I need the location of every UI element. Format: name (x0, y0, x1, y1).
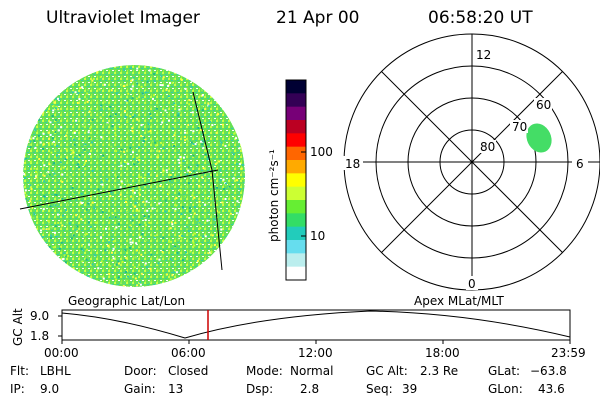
colorbar-cell (286, 173, 306, 188)
colorbar-cell (286, 93, 306, 108)
colorbar-cell (286, 160, 306, 174)
colorbar-frame (285, 79, 307, 281)
altitude-curve (61, 310, 571, 339)
x-tick-2359: 23:59 (551, 346, 586, 360)
aurora-image-disk (23, 65, 245, 287)
mlt-label-18: 18 (345, 157, 360, 171)
colorbar-tick-label: 100 (310, 145, 333, 159)
timeline-axis-label: GC Alt (11, 308, 25, 346)
colorbar-gradient (286, 80, 306, 281)
flt-label: Flt: (10, 364, 29, 378)
x-tick-1200: 12:00 (298, 346, 333, 360)
ip-label: IP: (10, 382, 25, 396)
colorbar-cell (286, 106, 306, 121)
x-tick-0000: 00:00 (44, 346, 79, 360)
time-label: 06:58:20 UT (428, 8, 533, 28)
colorbar-cell (286, 186, 306, 201)
lat-label-80: 80 (480, 140, 495, 154)
seq-value: 39 (402, 382, 418, 396)
glon-label: GLon: (488, 382, 523, 396)
date-label: 21 Apr 00 (276, 8, 360, 28)
colorbar-cell (286, 146, 306, 161)
gain-value: 13 (168, 382, 184, 396)
colorbar-cell (286, 253, 306, 268)
seq-label: Seq: (366, 382, 393, 396)
colorbar-tick-label: 10 (310, 229, 325, 243)
colorbar-cell (286, 213, 306, 228)
timeline-left-title: Geographic Lat/Lon (68, 294, 185, 308)
dsp-label: Dsp: (246, 382, 274, 396)
instrument-title: Ultraviolet Imager (46, 8, 200, 28)
gcalt-value: 2.3 Re (420, 364, 459, 378)
mode-value: Normal (290, 364, 334, 378)
colorbar-cell (286, 133, 306, 148)
y-tick-9.0: 9.0 (30, 309, 49, 323)
door-label: Door: (124, 364, 157, 378)
door-value: Closed (168, 364, 209, 378)
earth-grid-lines (19, 91, 223, 271)
colorbar-cell (286, 226, 306, 241)
colorbar-cell (286, 240, 306, 254)
dsp-value: 2.8 (300, 382, 320, 396)
lat-label-70: 70 (512, 120, 527, 134)
x-tick-0600: 06:00 (171, 346, 206, 360)
mode-label: Mode: (246, 364, 283, 378)
glat-label: GLat: (488, 364, 521, 378)
mlt-label-0: 0 (468, 277, 476, 291)
colorbar-cell (286, 120, 306, 134)
mlt-label-12: 12 (476, 48, 491, 62)
glat-value: −63.8 (530, 364, 567, 378)
flt-value: LBHL (40, 364, 71, 378)
mlt-label-6: 6 (576, 157, 584, 171)
gcalt-label: GC Alt: (366, 364, 408, 378)
y-tick-1.8: 1.8 (30, 329, 49, 343)
lat-label-60: 60 (536, 98, 551, 112)
ip-value: 9.0 (40, 382, 60, 396)
gain-label: Gain: (124, 382, 156, 396)
timeline-right-title: Apex MLat/MLT (414, 294, 504, 308)
colorbar-unit-label: photon cm⁻²s⁻¹ (267, 149, 281, 242)
colorbar-cell (286, 80, 306, 94)
glon-value: 43.6 (538, 382, 565, 396)
auroral-spot (526, 123, 552, 153)
x-tick-1800: 18:00 (425, 346, 460, 360)
colorbar-cell (286, 200, 306, 214)
colorbar-cell (286, 266, 306, 281)
